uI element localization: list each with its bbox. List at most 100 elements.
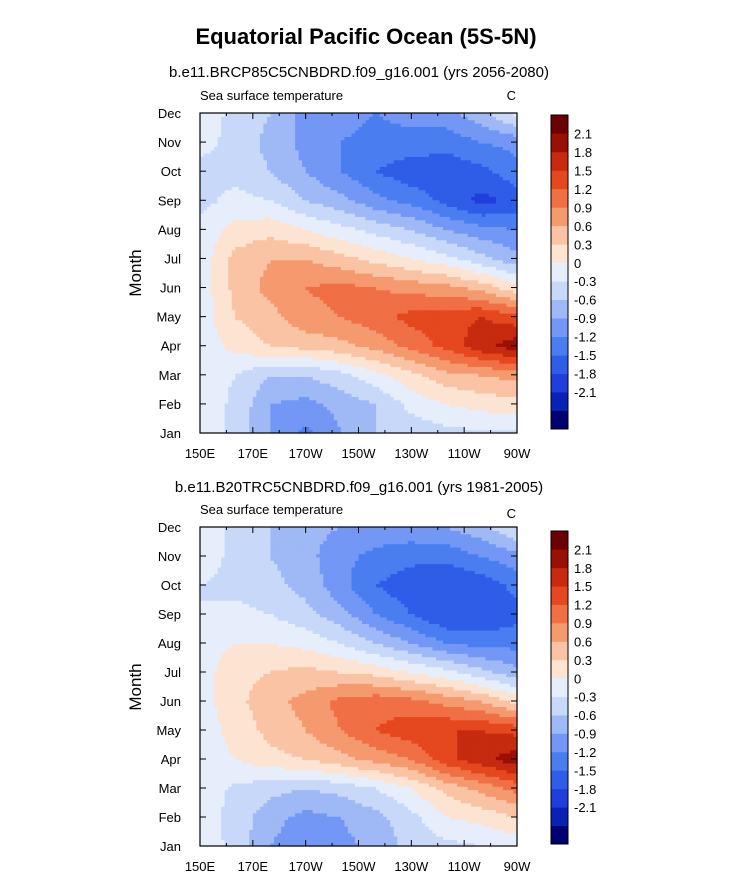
sst-cell [495,299,500,304]
sst-cell [443,303,448,307]
sst-cell [467,266,472,271]
sst-cell [369,326,374,331]
sst-cell [298,386,303,391]
sst-cell [499,423,504,427]
sst-cell [351,266,356,271]
sst-cell [203,366,208,371]
sst-cell [340,313,346,317]
sst-cell [390,283,395,287]
sst-cell [214,276,219,281]
sst-cell [362,333,367,337]
sst-cell [492,249,497,254]
sst-cell [210,293,215,297]
sst-cell [259,409,264,414]
sst-cell [464,333,469,337]
sst-cell [245,313,250,317]
sst-cell [425,356,430,361]
sst-cell [428,426,434,431]
sst-cell [242,316,247,321]
sst-cell [393,363,398,367]
sst-cell [298,263,303,267]
sst-cell [499,373,504,377]
sst-cell [221,279,226,284]
sst-cell [263,383,268,387]
sst-cell [252,329,257,334]
sst-cell [502,299,508,304]
sst-cell [291,336,296,341]
panel-top: b.e11.BRCP85C5CNBDRD.f09_g16.001 (yrs 20… [126,64,596,461]
sst-cell [330,389,335,394]
sst-cell [316,409,321,414]
sst-cell [495,303,500,307]
sst-cell [435,289,441,294]
sst-cell [235,259,240,264]
sst-cell [481,353,486,357]
sst-cell [428,423,434,427]
sst-cell [502,293,508,297]
sst-cell [277,359,282,364]
sst-cell [288,389,293,394]
sst-cell [288,259,293,264]
sst-cell [425,359,430,364]
sst-cell [326,349,331,354]
sst-cell [425,303,430,307]
sst-cell [256,366,261,371]
sst-cell [478,376,483,381]
sst-cell [217,356,222,361]
sst-cell [372,299,377,304]
sst-cell [474,339,479,344]
sst-cell [460,326,465,331]
sst-cell [485,319,490,324]
sst-cell [418,383,423,387]
sst-cell [474,403,479,407]
sst-cell [362,413,367,417]
sst-cell [457,339,462,344]
sst-cell [217,279,222,284]
sst-cell [326,326,331,331]
sst-cell [443,426,448,431]
sst-cell [203,249,208,254]
sst-cell [425,269,430,274]
sst-cell [411,329,416,334]
sst-cell [450,263,455,267]
sst-cell [354,429,360,434]
sst-cell [235,376,240,381]
sst-cell [464,366,469,371]
sst-cell [249,386,254,391]
sst-cell [393,253,398,257]
sst-cell [513,396,518,401]
sst-cell [333,276,338,281]
sst-cell [281,383,286,387]
sst-cell [488,329,493,334]
sst-cell [252,286,257,291]
sst-cell [214,339,219,344]
sst-cell [478,383,483,387]
sst-cell [358,296,363,301]
sst-cell [344,303,349,307]
sst-cell [453,336,458,341]
sst-cell [316,353,321,357]
sst-cell [460,269,465,274]
sst-cell [214,383,219,387]
sst-cell [432,349,437,354]
sst-cell [344,263,349,267]
sst-cell [228,423,233,427]
sst-cell [481,389,486,394]
sst-cell [200,336,205,341]
sst-cell [386,389,391,394]
sst-cell [224,253,229,257]
sst-cell [467,273,472,277]
sst-cell [509,396,515,401]
sst-cell [214,406,219,411]
sst-cell [453,373,458,377]
sst-cell [407,419,412,424]
sst-cell [421,273,427,277]
sst-cell [481,273,486,277]
sst-cell [421,316,427,321]
sst-cell [340,376,346,381]
sst-cell [298,293,303,297]
sst-cell [439,283,444,287]
sst-cell [485,289,490,294]
sst-cell [439,339,444,344]
sst-cell [309,359,314,364]
